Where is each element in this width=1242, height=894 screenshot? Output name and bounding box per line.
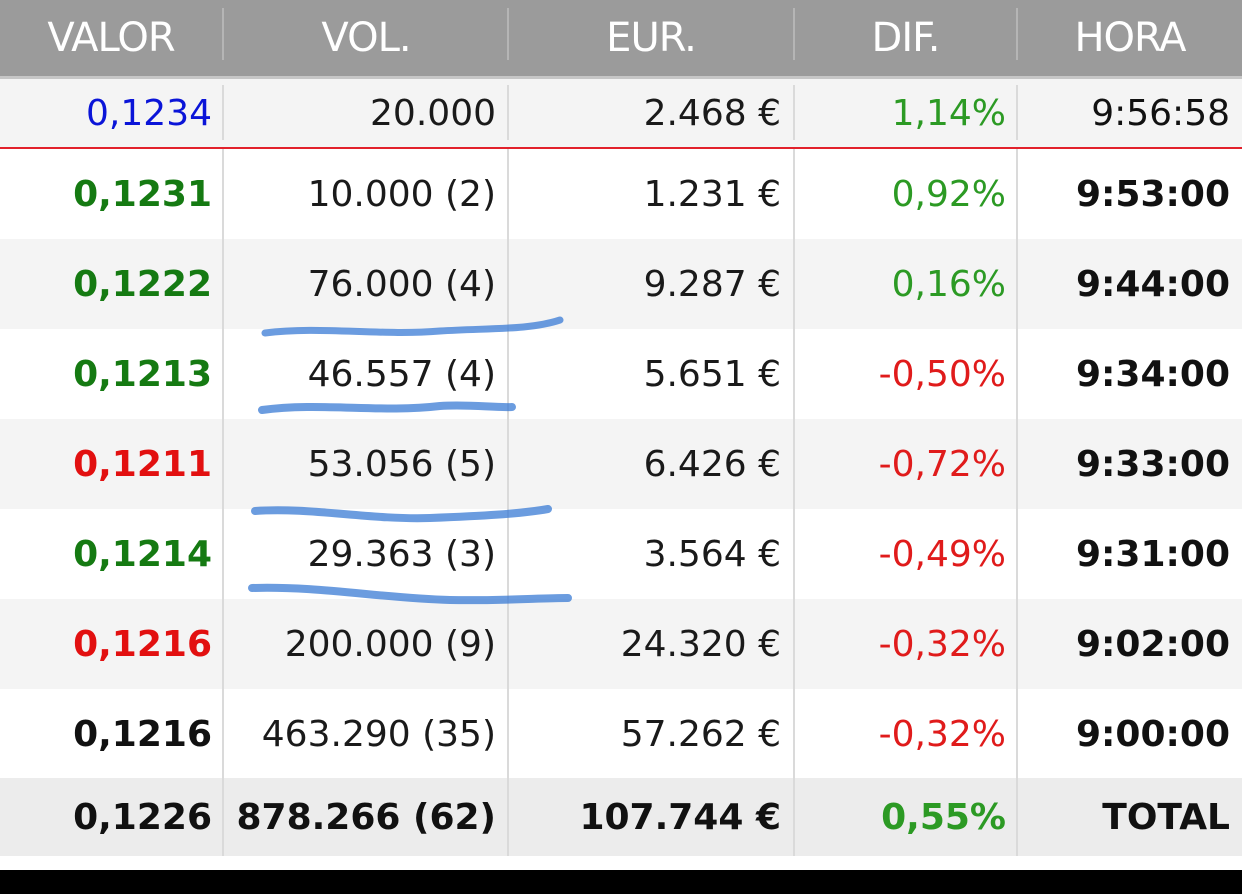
column-divider bbox=[1016, 85, 1018, 140]
column-divider bbox=[793, 149, 795, 856]
header-dif[interactable]: DIF. bbox=[871, 15, 941, 61]
row-dif: -0,32% bbox=[878, 713, 1006, 755]
row-valor: 0,1214 bbox=[73, 533, 212, 575]
total-valor: 0,1226 bbox=[73, 796, 212, 838]
table-header: VALOR VOL. EUR. DIF. HORA bbox=[0, 0, 1242, 79]
trades-table: VALOR VOL. EUR. DIF. HORA 0,1234 20.000 … bbox=[0, 0, 1242, 856]
total-hora-label: TOTAL bbox=[1102, 796, 1230, 838]
header-divider bbox=[507, 8, 509, 60]
table-row[interactable]: 0,1216 463.290 (35) 57.262 € -0,32% 9:00… bbox=[0, 689, 1242, 779]
row-vol: 46.557 (4) bbox=[307, 353, 496, 395]
row-vol: 10.000 (2) bbox=[307, 173, 496, 215]
row-valor: 0,1216 bbox=[73, 623, 212, 665]
row-valor: 0,1211 bbox=[73, 443, 212, 485]
header-valor[interactable]: VALOR bbox=[47, 15, 175, 61]
latest-hora: 9:56:58 bbox=[1091, 92, 1230, 134]
header-divider bbox=[1016, 8, 1018, 60]
header-divider bbox=[222, 8, 224, 60]
column-divider bbox=[507, 149, 509, 856]
row-hora: 9:33:00 bbox=[1075, 443, 1230, 485]
row-hora: 9:44:00 bbox=[1075, 263, 1230, 305]
table-row[interactable]: 0,1231 10.000 (2) 1.231 € 0,92% 9:53:00 bbox=[0, 149, 1242, 239]
table-row[interactable]: 0,1211 53.056 (5) 6.426 € -0,72% 9:33:00 bbox=[0, 419, 1242, 509]
row-dif: -0,32% bbox=[878, 623, 1006, 665]
header-divider bbox=[793, 8, 795, 60]
latest-vol: 20.000 bbox=[370, 92, 496, 134]
column-divider bbox=[793, 85, 795, 140]
row-vol: 29.363 (3) bbox=[307, 533, 496, 575]
row-hora: 9:00:00 bbox=[1075, 713, 1230, 755]
column-divider bbox=[222, 85, 224, 140]
row-valor: 0,1222 bbox=[73, 263, 212, 305]
row-eur: 5.651 € bbox=[643, 353, 781, 395]
row-dif: -0,49% bbox=[878, 533, 1006, 575]
table-row[interactable]: 0,1214 29.363 (3) 3.564 € -0,49% 9:31:00 bbox=[0, 509, 1242, 599]
row-vol: 463.290 (35) bbox=[261, 713, 496, 755]
latest-eur: 2.468 € bbox=[643, 92, 781, 134]
row-hora: 9:34:00 bbox=[1075, 353, 1230, 395]
row-vol: 200.000 (9) bbox=[284, 623, 496, 665]
total-vol: 878.266 (62) bbox=[236, 796, 496, 838]
total-dif: 0,55% bbox=[881, 796, 1006, 838]
header-hora[interactable]: HORA bbox=[1074, 15, 1186, 61]
row-dif: 0,16% bbox=[891, 263, 1006, 305]
bottom-bar bbox=[0, 870, 1242, 894]
header-eur[interactable]: EUR. bbox=[606, 15, 697, 61]
row-eur: 24.320 € bbox=[620, 623, 781, 665]
row-eur: 3.564 € bbox=[643, 533, 781, 575]
row-vol: 53.056 (5) bbox=[307, 443, 496, 485]
row-eur: 57.262 € bbox=[620, 713, 781, 755]
row-valor: 0,1216 bbox=[73, 713, 212, 755]
column-divider bbox=[1016, 149, 1018, 856]
table-row[interactable]: 0,1222 76.000 (4) 9.287 € 0,16% 9:44:00 bbox=[0, 239, 1242, 329]
row-vol: 76.000 (4) bbox=[307, 263, 496, 305]
row-dif: -0,72% bbox=[878, 443, 1006, 485]
latest-valor: 0,1234 bbox=[86, 92, 212, 134]
row-dif: -0,50% bbox=[878, 353, 1006, 395]
row-dif: 0,92% bbox=[891, 173, 1006, 215]
row-eur: 9.287 € bbox=[643, 263, 781, 305]
row-eur: 6.426 € bbox=[643, 443, 781, 485]
latest-trade-row[interactable]: 0,1234 20.000 2.468 € 1,14% 9:56:58 bbox=[0, 79, 1242, 149]
row-valor: 0,1213 bbox=[73, 353, 212, 395]
row-hora: 9:02:00 bbox=[1075, 623, 1230, 665]
header-vol[interactable]: VOL. bbox=[321, 15, 411, 61]
row-valor: 0,1231 bbox=[73, 173, 212, 215]
row-eur: 1.231 € bbox=[643, 173, 781, 215]
column-divider bbox=[222, 149, 224, 856]
table-row[interactable]: 0,1213 46.557 (4) 5.651 € -0,50% 9:34:00 bbox=[0, 329, 1242, 419]
column-divider bbox=[507, 85, 509, 140]
total-eur: 107.744 € bbox=[579, 796, 781, 838]
table-row[interactable]: 0,1216 200.000 (9) 24.320 € -0,32% 9:02:… bbox=[0, 599, 1242, 689]
row-hora: 9:31:00 bbox=[1075, 533, 1230, 575]
row-hora: 9:53:00 bbox=[1075, 173, 1230, 215]
total-row: 0,1226 878.266 (62) 107.744 € 0,55% TOTA… bbox=[0, 778, 1242, 856]
latest-dif: 1,14% bbox=[891, 92, 1006, 134]
